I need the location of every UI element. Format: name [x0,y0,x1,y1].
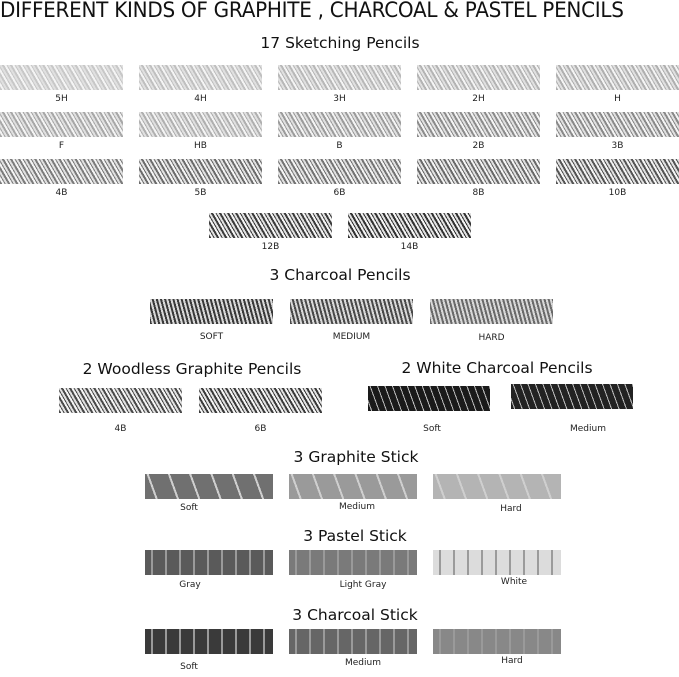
texture-swatch [430,299,553,324]
swatch-label: Light Gray [339,580,387,590]
swatch-label: Soft [423,424,441,434]
texture-swatch [289,474,417,499]
texture-swatch [433,550,561,575]
swatch-label: 3H [333,94,346,104]
texture-swatch [556,159,679,184]
texture-swatch [290,299,413,324]
texture-swatch [433,474,561,499]
swatch-label: HARD [478,333,505,343]
swatch-label: White [500,577,528,587]
swatch-label: SOFT [199,332,224,342]
swatch-label: Hard [501,656,523,666]
swatch-label: 12B [261,242,280,252]
texture-swatch [417,112,540,137]
swatch-label: MEDIUM [332,332,371,342]
section-title: 3 Charcoal Pencils [269,266,411,284]
swatch-label: 3B [611,141,624,151]
main-title: DIFFERENT KINDS OF GRAPHITE , CHARCOAL &… [0,0,624,23]
swatch-label: Hard [500,504,522,514]
swatch-label: HB [194,141,207,151]
swatch-label: 2H [472,94,485,104]
texture-swatch [556,112,679,137]
texture-swatch [139,65,262,90]
swatch-label: 4H [194,94,207,104]
swatch-label: Gray [179,580,201,590]
texture-swatch [199,388,322,413]
texture-swatch [417,159,540,184]
texture-swatch [289,550,417,575]
swatch-label: Medium [570,424,606,434]
texture-swatch [278,65,401,90]
swatch-label: 14B [400,242,419,252]
texture-swatch [278,159,401,184]
swatch-label: H [614,94,621,104]
texture-swatch [348,213,471,238]
swatch-label: 6B [333,188,346,198]
swatch-label: 8B [472,188,485,198]
texture-swatch [145,550,273,575]
texture-swatch [556,65,679,90]
texture-swatch [368,386,490,411]
section-title: 3 Graphite Stick [293,448,419,466]
section-title: 3 Pastel Stick [303,527,407,545]
texture-swatch [145,474,273,499]
swatch-label: 5H [55,94,68,104]
swatch-label: 4B [55,188,68,198]
section-title: 17 Sketching Pencils [260,34,420,52]
texture-swatch [417,65,540,90]
texture-swatch [150,299,273,324]
section-title: 2 White Charcoal Pencils [401,359,593,377]
swatch-label: 5B [194,188,207,198]
texture-swatch [145,629,273,654]
texture-swatch [209,213,332,238]
swatch-label: B [336,141,343,151]
texture-swatch [511,384,633,409]
swatch-label: F [58,141,65,151]
swatch-label: 2B [472,141,485,151]
swatch-label: 4B [114,424,127,434]
texture-swatch [433,629,561,654]
texture-swatch [59,388,182,413]
swatch-label: Medium [339,502,375,512]
texture-swatch [139,112,262,137]
texture-swatch [278,112,401,137]
swatch-label: 10B [608,188,627,198]
swatch-label: Medium [345,658,381,668]
texture-swatch [139,159,262,184]
section-title: 3 Charcoal Stick [292,606,418,624]
texture-swatch [0,65,123,90]
texture-swatch [0,159,123,184]
swatch-label: Soft [180,662,198,672]
swatch-label: Soft [180,503,198,513]
texture-swatch [0,112,123,137]
swatch-label: 6B [254,424,267,434]
texture-swatch [289,629,417,654]
section-title: 2 Woodless Graphite Pencils [82,360,302,378]
